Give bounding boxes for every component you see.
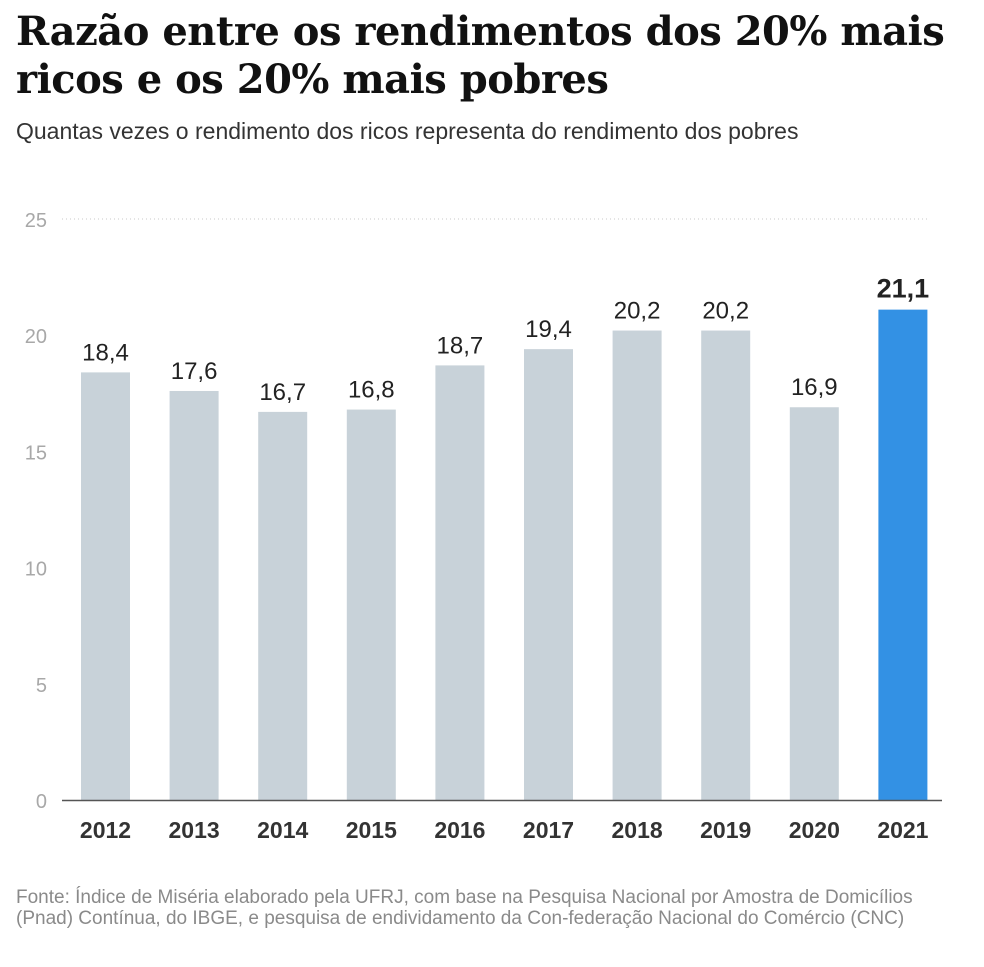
- value-labels: 18,4 17,6 16,7 16,8 18,7 19,4 20,2 20,2 16,9 21,1: [82, 274, 929, 406]
- x-tick-label: 2014: [257, 817, 308, 843]
- x-tick-label: 2016: [434, 817, 485, 843]
- bar-value-label: 17,6: [171, 358, 218, 385]
- x-tick-label: 2020: [789, 817, 840, 843]
- x-tick-label: 2012: [80, 817, 131, 843]
- x-tick-label: 2017: [523, 817, 574, 843]
- bar-value-label: 16,9: [791, 374, 838, 401]
- y-tick-label: 20: [25, 326, 47, 348]
- bar-value-label: 21,1: [877, 274, 930, 304]
- bar: [701, 330, 751, 800]
- y-tick-label: 15: [25, 442, 47, 464]
- bar: [346, 409, 396, 800]
- y-axis-ticks: 0 5 10 15 20 25: [25, 210, 47, 813]
- bar-value-label: 16,7: [259, 379, 306, 406]
- bar: [789, 407, 839, 800]
- bar: [81, 372, 130, 800]
- y-tick-label: 25: [25, 210, 47, 232]
- bar-value-label: 18,4: [82, 339, 129, 366]
- y-tick-label: 5: [36, 675, 47, 697]
- bar: [258, 411, 308, 800]
- bar-value-label: 16,8: [348, 377, 395, 404]
- y-tick-label: 0: [36, 791, 47, 813]
- source-note: Fonte: Índice de Miséria elaborado pela …: [16, 887, 913, 929]
- bar-value-label: 20,2: [702, 298, 749, 325]
- bar-value-label: 20,2: [614, 298, 661, 325]
- bar-highlight: [878, 309, 928, 800]
- bar: [435, 365, 485, 800]
- bars: [81, 309, 928, 800]
- x-axis-ticks: 2012 2013 2014 2015 2016 2017 2018 2019 2020 2021: [80, 817, 929, 843]
- x-tick-label: 2019: [700, 817, 751, 843]
- bar-value-label: 18,7: [437, 332, 484, 359]
- bar: [524, 349, 573, 800]
- chart-subtitle: Quantas vezes o rendimento dos ricos rep…: [16, 118, 799, 144]
- x-tick-label: 2021: [877, 817, 928, 843]
- x-tick-label: 2015: [346, 817, 397, 843]
- y-tick-label: 10: [25, 559, 47, 581]
- bar-chart: 0 5 10 15 20 25 18,4 17,6 16,7 16,8 18,7 19,4 20,2 2…: [25, 210, 942, 843]
- bar: [612, 330, 662, 800]
- x-tick-label: 2018: [612, 817, 663, 843]
- bar-value-label: 19,4: [525, 316, 572, 343]
- chart-title: Razão entre os rendimentos dos 20% mais …: [16, 8, 945, 103]
- bar: [169, 390, 219, 800]
- x-tick-label: 2013: [169, 817, 220, 843]
